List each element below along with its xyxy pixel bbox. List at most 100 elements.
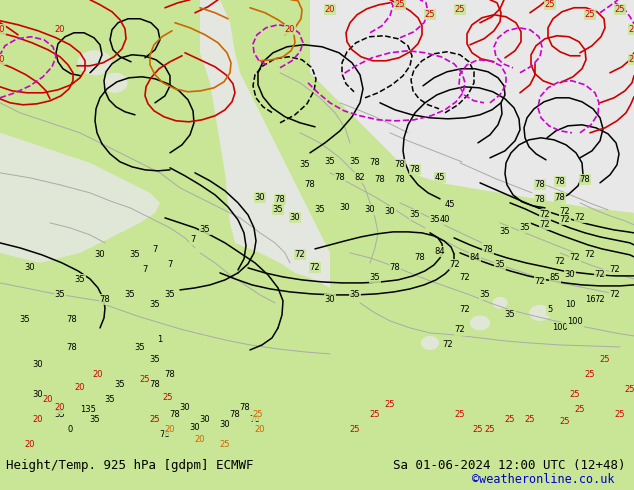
Text: 72: 72 xyxy=(610,266,620,274)
Text: 30: 30 xyxy=(190,423,200,433)
Text: 25: 25 xyxy=(545,0,555,9)
Text: 72: 72 xyxy=(574,213,585,222)
Text: 78: 78 xyxy=(170,411,181,419)
Text: 25: 25 xyxy=(600,355,611,365)
Text: 72: 72 xyxy=(455,325,465,335)
Text: 35: 35 xyxy=(150,300,160,309)
Text: 45: 45 xyxy=(444,200,455,209)
Text: 35: 35 xyxy=(150,355,160,365)
Text: 35: 35 xyxy=(150,416,160,424)
Text: 78: 78 xyxy=(160,431,171,440)
Text: 78: 78 xyxy=(304,180,315,189)
Text: 20: 20 xyxy=(42,395,53,404)
Text: 25: 25 xyxy=(220,441,230,449)
Text: 25: 25 xyxy=(150,416,160,424)
Text: 35: 35 xyxy=(350,291,360,299)
Text: 35: 35 xyxy=(300,160,310,170)
Text: 78: 78 xyxy=(165,370,176,379)
Text: 72: 72 xyxy=(610,291,620,299)
Text: 30: 30 xyxy=(94,250,105,259)
Text: 25: 25 xyxy=(455,411,465,419)
Text: 78: 78 xyxy=(275,196,285,204)
Text: 78: 78 xyxy=(579,175,590,184)
Text: 30: 30 xyxy=(25,264,36,272)
Text: 78: 78 xyxy=(100,295,110,304)
Text: 72: 72 xyxy=(309,264,320,272)
Ellipse shape xyxy=(470,316,490,330)
Text: 30: 30 xyxy=(200,416,210,424)
Text: 35: 35 xyxy=(500,227,510,236)
Text: 20: 20 xyxy=(93,370,103,379)
Text: 30: 30 xyxy=(33,391,43,399)
Text: 78: 78 xyxy=(370,158,380,168)
Text: 72: 72 xyxy=(540,210,550,220)
Text: 78: 78 xyxy=(67,343,77,352)
Text: 72: 72 xyxy=(450,260,460,270)
Text: 20: 20 xyxy=(0,25,5,34)
Text: 25: 25 xyxy=(455,5,465,14)
Polygon shape xyxy=(200,0,330,288)
Ellipse shape xyxy=(529,305,551,321)
Text: 78: 78 xyxy=(240,403,250,413)
Text: ©weatheronline.co.uk: ©weatheronline.co.uk xyxy=(472,472,615,486)
Text: 84: 84 xyxy=(435,247,445,256)
Text: 35: 35 xyxy=(430,216,440,224)
Text: 25: 25 xyxy=(395,0,405,9)
Text: 25: 25 xyxy=(624,386,634,394)
Text: 35: 35 xyxy=(115,380,126,390)
Text: 40: 40 xyxy=(440,216,450,224)
Text: 35: 35 xyxy=(505,311,515,319)
Text: 30: 30 xyxy=(565,270,575,279)
Text: 35: 35 xyxy=(314,205,325,214)
Text: 35: 35 xyxy=(130,250,140,259)
Ellipse shape xyxy=(77,50,112,75)
Text: 10: 10 xyxy=(565,300,575,309)
Text: 84: 84 xyxy=(470,253,481,262)
Text: 30: 30 xyxy=(255,194,265,202)
Text: 16: 16 xyxy=(585,295,595,304)
Text: 25: 25 xyxy=(425,10,436,19)
Text: 85: 85 xyxy=(550,273,560,282)
Text: 100: 100 xyxy=(552,323,568,332)
Text: 20: 20 xyxy=(55,403,65,413)
Text: 35: 35 xyxy=(325,157,335,166)
Text: 30: 30 xyxy=(33,361,43,369)
Text: 35: 35 xyxy=(125,291,135,299)
Text: 72: 72 xyxy=(585,250,595,259)
Text: 78: 78 xyxy=(555,177,566,186)
Text: 72: 72 xyxy=(560,207,571,217)
Text: Sa 01-06-2024 12:00 UTC (12+48): Sa 01-06-2024 12:00 UTC (12+48) xyxy=(393,460,626,472)
Text: 35: 35 xyxy=(200,225,210,234)
Text: 72: 72 xyxy=(460,273,470,282)
Text: 35: 35 xyxy=(165,291,176,299)
Text: 78: 78 xyxy=(390,264,401,272)
Text: 1: 1 xyxy=(157,336,163,344)
Text: 25: 25 xyxy=(525,416,535,424)
Text: 25: 25 xyxy=(139,375,150,385)
Text: 78: 78 xyxy=(335,173,346,182)
Text: 78: 78 xyxy=(482,245,493,254)
Text: 78: 78 xyxy=(67,316,77,324)
Text: 25: 25 xyxy=(253,411,263,419)
Text: 45: 45 xyxy=(435,173,445,182)
Text: 72: 72 xyxy=(560,216,571,224)
Text: 7: 7 xyxy=(142,266,148,274)
Text: 35: 35 xyxy=(55,291,65,299)
Text: 30: 30 xyxy=(290,213,301,222)
Text: 20: 20 xyxy=(25,441,36,449)
Text: 30: 30 xyxy=(365,205,375,214)
Text: 72: 72 xyxy=(540,220,550,229)
Ellipse shape xyxy=(421,336,439,350)
Polygon shape xyxy=(310,0,634,213)
Text: 35: 35 xyxy=(495,260,505,270)
Text: 25: 25 xyxy=(629,55,634,64)
Text: 72: 72 xyxy=(460,305,470,315)
Polygon shape xyxy=(0,133,160,263)
Text: 78: 78 xyxy=(150,380,160,390)
Text: 20: 20 xyxy=(285,25,295,34)
Text: 20: 20 xyxy=(33,416,43,424)
Text: 20: 20 xyxy=(55,25,65,34)
Text: 78: 78 xyxy=(230,411,240,419)
Text: 35: 35 xyxy=(105,395,115,404)
Text: 25: 25 xyxy=(585,370,595,379)
